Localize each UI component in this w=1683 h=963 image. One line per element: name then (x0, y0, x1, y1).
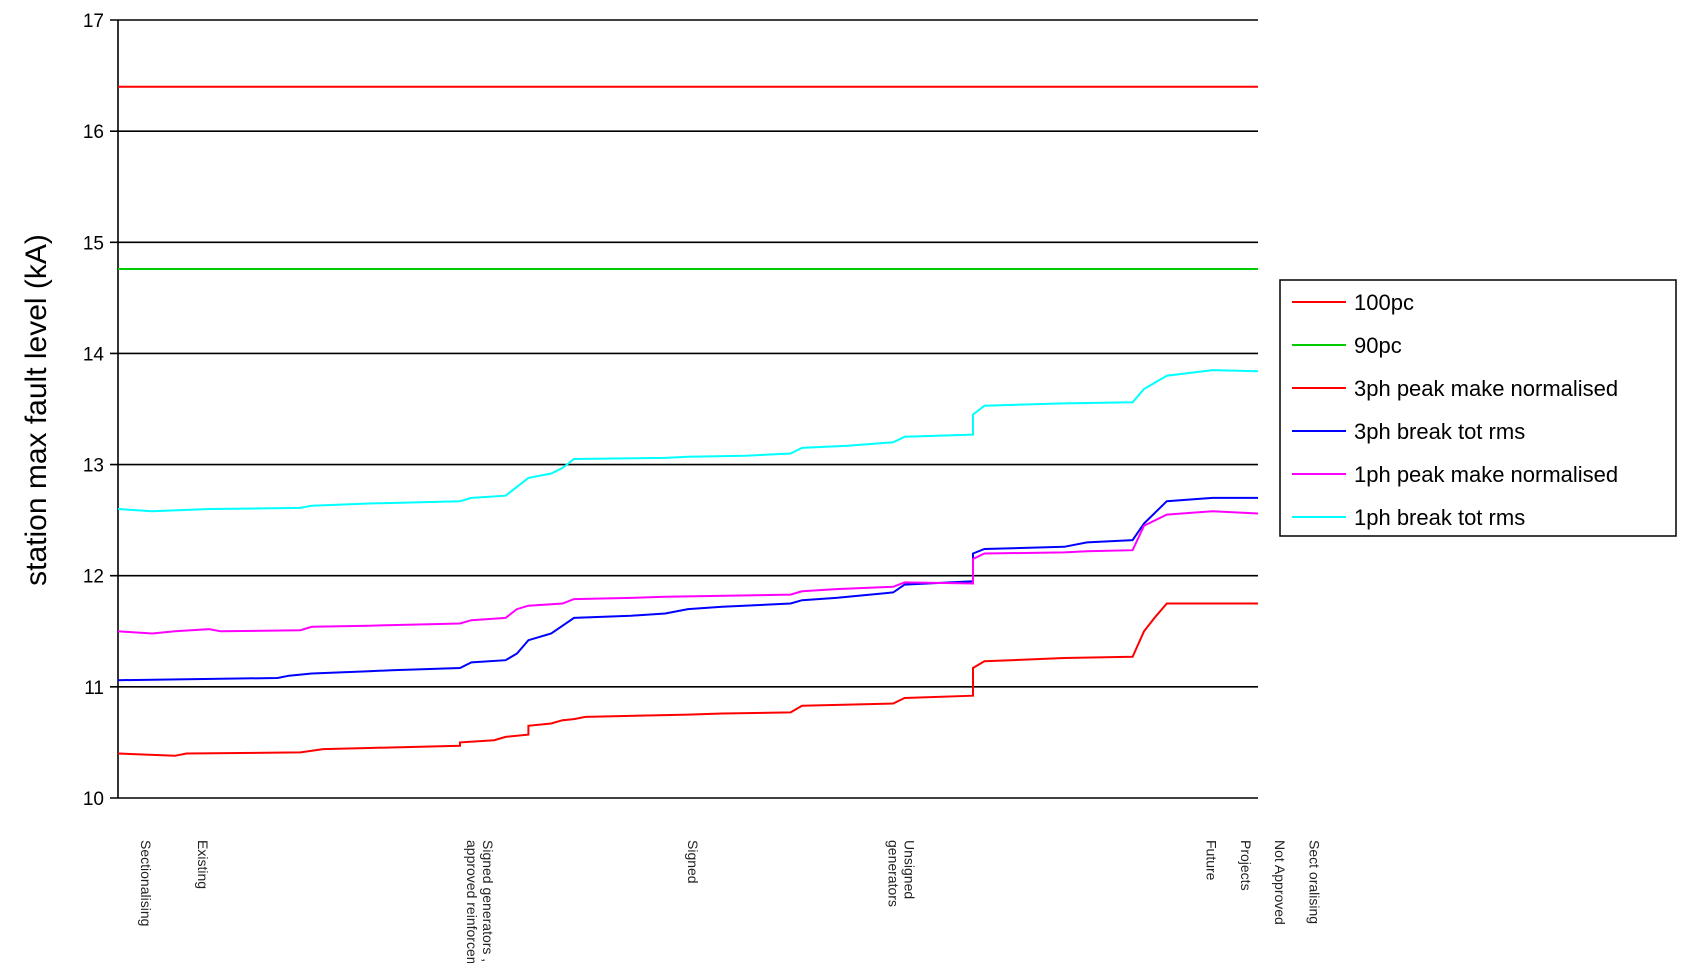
y-axis-label: station max fault level (kA) (20, 234, 53, 586)
legend-label: 100pc (1354, 290, 1414, 315)
gridlines (110, 19, 1258, 799)
y-tick-label: 16 (83, 122, 104, 143)
series-line-5 (117, 510, 1259, 635)
x-category-label: Future (1204, 840, 1220, 881)
y-tick-label: 10 (83, 789, 104, 810)
x-category-label: Existing (195, 840, 211, 889)
y-tick-labels: 10 11 12 13 14 15 16 17 (83, 11, 105, 810)
legend-label: 3ph break tot rms (1354, 419, 1525, 444)
y-tick-label: 13 (83, 456, 104, 477)
x-category-label: Signed generators ,approved reinforcemen… (464, 840, 496, 963)
x-category-label: Projects (1238, 840, 1254, 891)
series-line-3 (117, 602, 1258, 757)
series-line-6 (117, 369, 1259, 513)
y-tick-label: 12 (83, 567, 104, 588)
x-category-label: Sectionalising (138, 840, 154, 926)
series-line-4 (117, 496, 1258, 682)
legend-label: 90pc (1354, 333, 1402, 358)
x-category-labels: Sectionalising Existing Signed generators … (138, 840, 1323, 963)
data-series (117, 85, 1259, 757)
x-category-label: Not Approved (1272, 840, 1288, 925)
x-category-label: Unsignedgenerators (886, 840, 918, 907)
x-category-label: Sect oralising (1306, 840, 1322, 924)
y-tick-label: 14 (83, 344, 105, 365)
legend: 100pc 90pc 3ph peak make normalised 3ph bre… (1279, 279, 1677, 537)
legend-box (1279, 279, 1677, 537)
legend-label: 3ph peak make normalised (1354, 376, 1618, 401)
y-tick-label: 17 (83, 11, 104, 32)
y-tick-label: 11 (84, 678, 104, 699)
x-category-label: Signed (685, 840, 701, 884)
y-tick-label: 15 (83, 233, 104, 254)
legend-label: 1ph break tot rms (1354, 505, 1525, 530)
legend-label: 1ph peak make normalised (1354, 462, 1618, 487)
